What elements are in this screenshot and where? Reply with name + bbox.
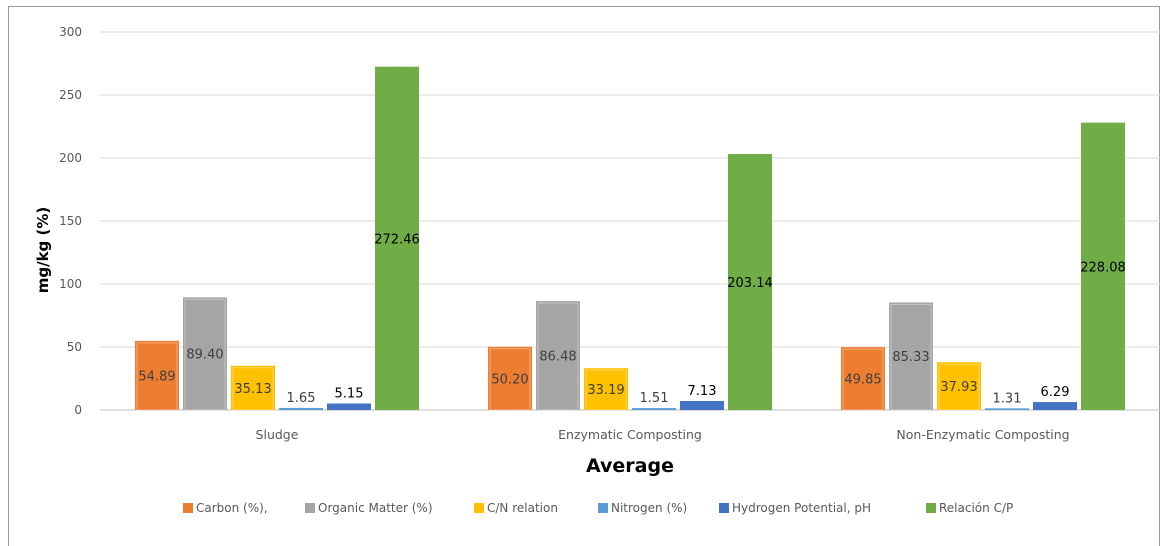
bar: [841, 347, 885, 410]
data-label: 33.19: [587, 383, 624, 398]
legend-label: C/N relation: [487, 501, 558, 515]
bar-highlight: [489, 348, 531, 411]
legend-label: Organic Matter (%): [318, 501, 433, 515]
data-label: 6.29: [1041, 385, 1070, 400]
y-tick-label: 100: [59, 277, 82, 291]
bar: [279, 407, 323, 410]
legend-label: Hydrogen Potential, pH: [732, 501, 871, 515]
bar-highlight: [890, 303, 932, 411]
legend-label: Relación C/P: [939, 501, 1013, 515]
legend-swatch: [926, 503, 936, 513]
bar-highlight: [136, 342, 178, 411]
y-axis-ticks: 0 50 100 150 200 250 300: [59, 25, 82, 417]
bar: [375, 66, 419, 410]
legend-swatch: [474, 503, 484, 513]
legend-swatch: [598, 503, 608, 513]
bar: [1081, 122, 1125, 410]
bar: [728, 154, 772, 410]
data-label: 203.14: [727, 276, 773, 291]
y-tick-label: 250: [59, 88, 82, 102]
data-labels: 54.89 89.40 35.13 1.65 5.15 272.46 50.20 86.48 3…: [138, 232, 1125, 406]
data-label: 1.31: [993, 391, 1022, 406]
bar-highlight: [537, 302, 579, 411]
y-tick-label: 0: [74, 403, 82, 417]
bar: [1033, 402, 1077, 410]
data-label: 7.13: [688, 384, 717, 399]
bar-highlight: [938, 363, 980, 411]
bar-highlight: [232, 367, 274, 411]
data-label: 85.33: [892, 350, 929, 365]
data-label: 49.85: [844, 373, 881, 388]
data-label: 37.93: [940, 380, 977, 395]
legend: Carbon (%), Organic Matter (%) C/N relatio…: [183, 501, 1013, 515]
bar: [680, 401, 724, 410]
data-label: 1.65: [287, 391, 316, 406]
legend-label: Carbon (%),: [196, 501, 268, 515]
bar: [135, 340, 179, 410]
bar: [536, 301, 580, 410]
bar: [183, 297, 227, 410]
bar: [584, 368, 628, 410]
data-label: 5.15: [335, 387, 364, 402]
y-tick-label: 50: [67, 340, 82, 354]
data-label: 228.08: [1080, 260, 1126, 275]
x-category-label: Sludge: [256, 427, 299, 442]
bar-highlight: [184, 298, 226, 411]
data-label: 272.46: [374, 232, 420, 247]
bar-highlight: [585, 369, 627, 411]
legend-swatch: [183, 503, 193, 513]
y-tick-label: 300: [59, 25, 82, 39]
bar: [985, 408, 1029, 410]
data-label: 50.20: [491, 372, 528, 387]
bar: [488, 346, 532, 410]
bar: [632, 408, 676, 410]
x-category-label: Enzymatic Composting: [558, 427, 702, 442]
y-axis-title: mg/kg (%): [34, 207, 52, 294]
y-tick-label: 200: [59, 151, 82, 165]
data-label: 89.40: [186, 348, 223, 363]
legend-swatch: [305, 503, 315, 513]
bar: [937, 362, 981, 410]
x-category-label: Non-Enzymatic Composting: [896, 427, 1069, 442]
legend-swatch: [719, 503, 729, 513]
bar: [889, 302, 933, 410]
chart-frame: [8, 6, 1160, 546]
gridlines: [100, 31, 1160, 411]
bars: [135, 66, 1125, 411]
bar: [231, 365, 275, 410]
y-tick-label: 150: [59, 214, 82, 228]
data-label: 35.13: [234, 382, 271, 397]
data-label: 86.48: [539, 350, 576, 365]
bar-highlight: [842, 348, 884, 411]
bar: [327, 403, 371, 410]
data-label: 1.51: [640, 391, 669, 406]
bar-chart: 0 50 100 150 200 250 300 54.89 89.40 35.13 1.65 5.…: [34, 25, 1160, 515]
x-axis-categories: Sludge Enzymatic Composting Non-Enzymatic …: [256, 427, 1070, 442]
legend-label: Nitrogen (%): [611, 501, 687, 515]
x-axis-title: Average: [586, 455, 674, 477]
data-label: 54.89: [138, 369, 175, 384]
